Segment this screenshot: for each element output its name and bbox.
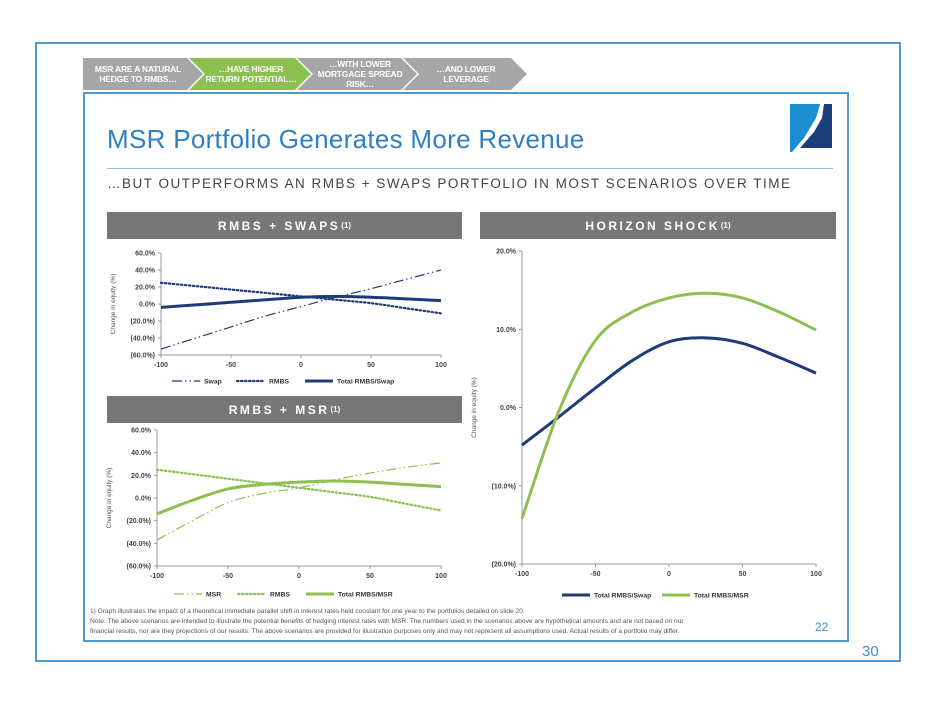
step-chevron-2 xyxy=(189,58,311,90)
step-chevron-3 xyxy=(297,58,417,90)
step-chevron-1 xyxy=(83,58,203,90)
step-label-4: …AND LOWER LEVERAGE xyxy=(436,64,496,84)
panel-title: HORIZON SHOCK xyxy=(585,218,720,233)
slide-number: 30 xyxy=(862,643,879,660)
company-logo-icon xyxy=(790,104,832,152)
step-label-2: …HAVE HIGHER RETURN POTENTIAL… xyxy=(205,64,297,84)
step-label-1: MSR ARE A NATURAL HEDGE TO RMBS… xyxy=(94,64,182,84)
inner-page-number: 22 xyxy=(815,620,829,634)
footnote-1: 1) Graph illustrates the impact of a the… xyxy=(90,608,525,615)
step-label-3: …WITH LOWER MORTGAGE SPREAD RISK… xyxy=(317,59,403,89)
panel-header-rmbs-msr: RMBS + MSR (1) xyxy=(107,396,462,423)
footnote-note-cont: financial results, nor are they projecti… xyxy=(90,628,680,635)
panel-title: RMBS + MSR xyxy=(228,402,330,417)
footnote-mark: (1) xyxy=(341,221,352,230)
content-panel xyxy=(83,92,849,642)
footnote-mark: (1) xyxy=(330,405,341,414)
progress-steps xyxy=(83,58,527,90)
panel-header-rmbs-swaps: RMBS + SWAPS (1) xyxy=(107,212,462,239)
page-subtitle: …BUT OUTPERFORMS AN RMBS + SWAPS PORTFOL… xyxy=(107,176,792,191)
step-chevron-4 xyxy=(403,58,527,90)
slide-frame xyxy=(35,42,901,662)
page-title: MSR Portfolio Generates More Revenue xyxy=(107,124,585,154)
footnote-note: Note: The above scenarios are intended t… xyxy=(90,618,684,625)
panel-header-horizon: HORIZON SHOCK (1) xyxy=(480,212,836,239)
title-divider xyxy=(107,168,833,169)
panel-title: RMBS + SWAPS xyxy=(217,218,341,233)
footnote-mark: (1) xyxy=(720,221,731,230)
